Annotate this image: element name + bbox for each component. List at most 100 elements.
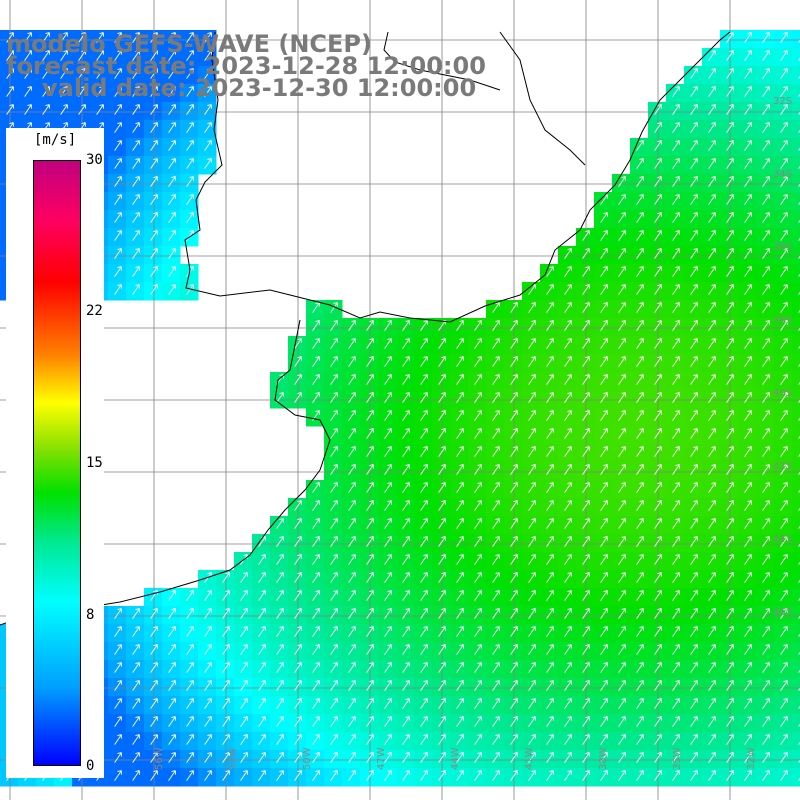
wind-cell: [792, 552, 800, 571]
wind-arrow: [690, 428, 698, 439]
wind-arrow: [618, 572, 626, 583]
wind-arrow: [636, 608, 644, 619]
wind-arrow: [690, 590, 698, 601]
wind-arrow: [276, 536, 284, 547]
wind-arrow: [708, 302, 716, 313]
wind-arrow: [636, 158, 644, 169]
longitude-label: 53W: [228, 747, 239, 770]
wind-arrow: [114, 698, 122, 709]
wind-arrow: [636, 716, 644, 727]
wind-arrow: [780, 68, 788, 79]
wind-arrow: [690, 248, 698, 259]
wind-arrow: [618, 626, 626, 637]
wind-arrow: [564, 716, 572, 727]
wind-arrow: [726, 338, 734, 349]
wind-arrow: [546, 518, 554, 529]
wind-arrow: [726, 680, 734, 691]
wind-arrow: [528, 338, 536, 349]
wind-arrow: [618, 248, 626, 259]
wind-arrow: [636, 680, 644, 691]
wind-arrow: [186, 698, 194, 709]
wind-arrow: [150, 194, 158, 205]
wind-arrow: [456, 572, 464, 583]
wind-arrow: [690, 68, 698, 79]
wind-arrow: [528, 536, 536, 547]
wind-arrow: [366, 698, 374, 709]
wind-arrow: [636, 356, 644, 367]
wind-arrow: [690, 698, 698, 709]
wind-arrow: [168, 68, 176, 79]
wind-arrow: [456, 734, 464, 745]
wind-arrow: [276, 716, 284, 727]
wind-arrow: [456, 554, 464, 565]
wind-arrow: [690, 194, 698, 205]
wind-arrow: [420, 716, 428, 727]
wind-arrow: [330, 770, 338, 781]
wind-arrow: [672, 122, 680, 133]
wind-arrow: [186, 590, 194, 601]
wind-arrow: [312, 302, 320, 313]
wind-arrow: [564, 662, 572, 673]
wind-arrow: [690, 266, 698, 277]
wind-arrow: [240, 644, 248, 655]
wind-arrow: [132, 752, 140, 763]
wind-arrow: [600, 266, 608, 277]
wind-arrow: [600, 752, 608, 763]
wind-arrow: [600, 464, 608, 475]
wind-arrow: [420, 662, 428, 673]
wind-arrow: [780, 464, 788, 475]
wind-arrow: [258, 680, 266, 691]
wind-arrow: [528, 302, 536, 313]
latitude-label: 36S: [773, 242, 792, 253]
wind-arrow: [456, 320, 464, 331]
wind-arrow: [726, 248, 734, 259]
wind-arrow: [402, 500, 410, 511]
wind-arrow: [564, 680, 572, 691]
wind-arrow: [132, 104, 140, 115]
wind-arrow: [780, 626, 788, 637]
wind-arrow: [726, 302, 734, 313]
wind-arrow: [222, 716, 230, 727]
longitude-label: 56W: [154, 747, 165, 770]
wind-arrow: [744, 212, 752, 223]
wind-arrow: [510, 572, 518, 583]
wind-arrow: [672, 698, 680, 709]
wind-arrow: [204, 140, 212, 151]
wind-arrow: [744, 518, 752, 529]
wind-arrow: [132, 176, 140, 187]
wind-arrow: [78, 104, 86, 115]
wind-arrow: [726, 662, 734, 673]
latitude-label: 32S: [773, 96, 792, 107]
wind-arrow: [654, 716, 662, 727]
legend-colorbar: [33, 160, 81, 766]
wind-arrow: [78, 50, 86, 61]
wind-arrow: [708, 428, 716, 439]
wind-arrow: [420, 428, 428, 439]
wind-arrow: [456, 518, 464, 529]
wind-arrow: [114, 68, 122, 79]
longitude-label: 44W: [450, 747, 461, 770]
wind-arrow: [258, 626, 266, 637]
wind-arrow: [726, 284, 734, 295]
wind-arrow: [204, 32, 212, 43]
wind-speed-field: [0, 30, 800, 787]
wind-arrow: [474, 716, 482, 727]
wind-arrow: [402, 536, 410, 547]
wind-arrow: [132, 770, 140, 781]
wind-cell: [792, 318, 800, 337]
wind-arrow: [672, 284, 680, 295]
wind-arrow: [492, 500, 500, 511]
wind-arrow: [528, 590, 536, 601]
wind-arrow: [564, 554, 572, 565]
wind-arrow: [366, 392, 374, 403]
wind-arrow: [690, 662, 698, 673]
wind-arrow: [600, 698, 608, 709]
wind-arrow: [384, 608, 392, 619]
wind-arrow: [456, 536, 464, 547]
wind-arrow: [402, 662, 410, 673]
wind-arrow: [654, 482, 662, 493]
wind-cell: [792, 174, 800, 193]
wind-arrow: [636, 140, 644, 151]
wind-arrow: [618, 410, 626, 421]
wind-arrow: [114, 176, 122, 187]
